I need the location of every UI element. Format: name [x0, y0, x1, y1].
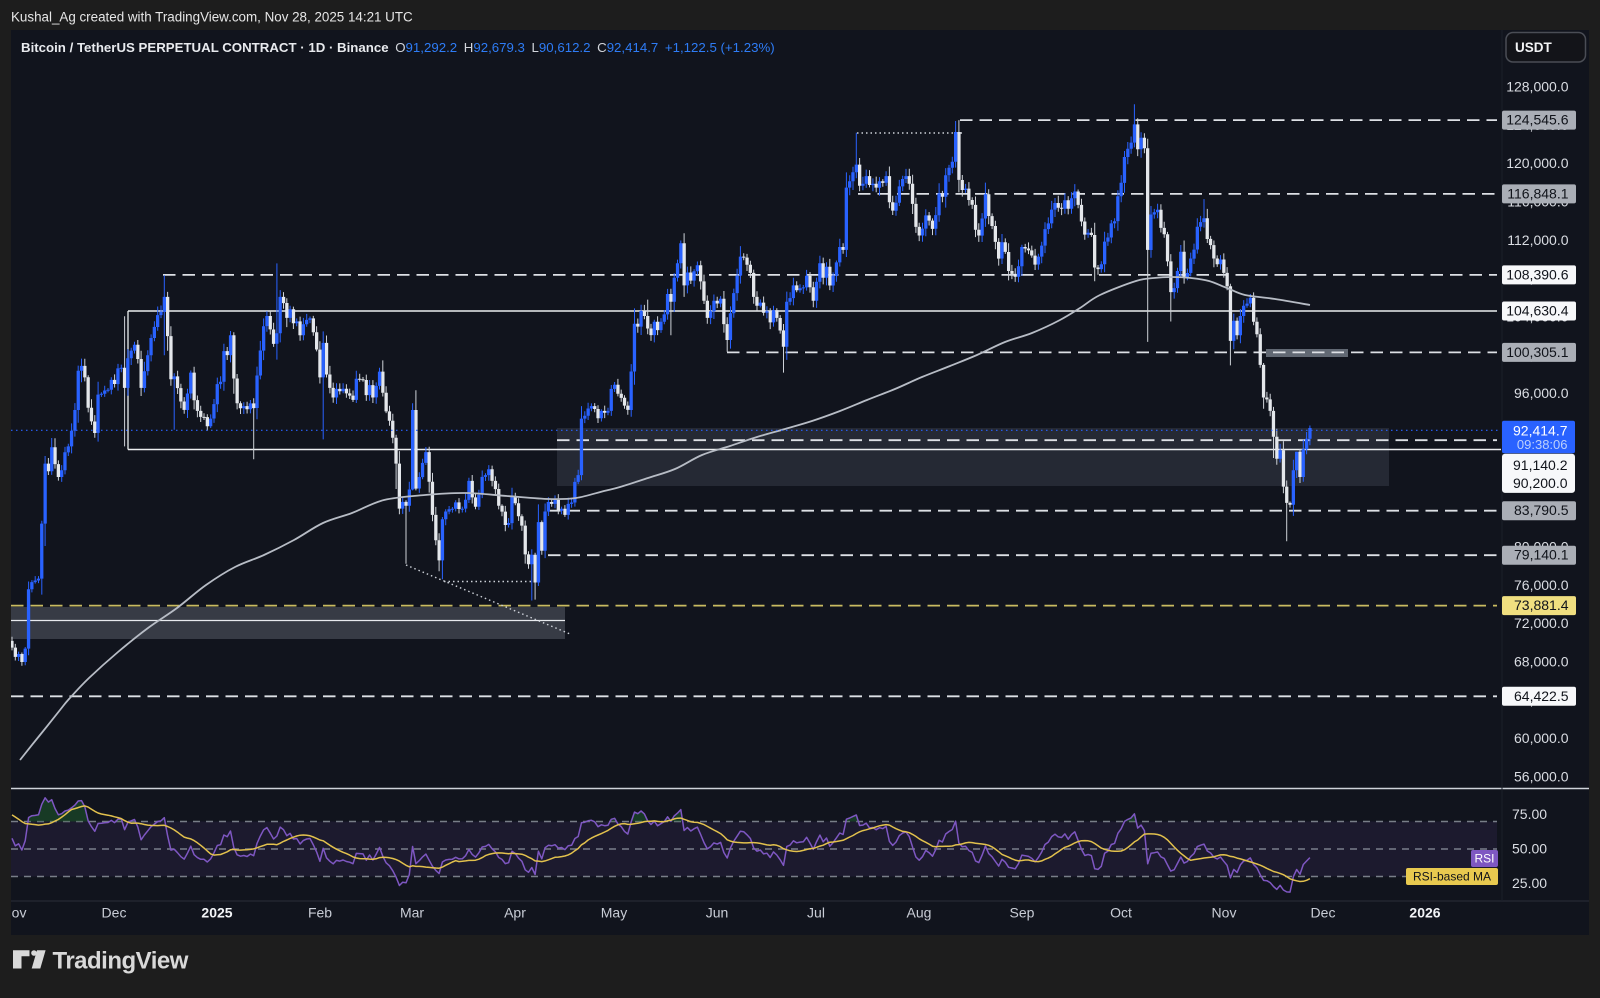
svg-text:92,414.7: 92,414.7	[1513, 422, 1568, 438]
svg-text:Apr: Apr	[504, 905, 526, 921]
svg-text:Dec: Dec	[1311, 905, 1336, 921]
svg-text:Aug: Aug	[907, 905, 932, 921]
svg-text:2025: 2025	[201, 905, 232, 921]
svg-text:72,000.0: 72,000.0	[1514, 615, 1569, 631]
svg-text:May: May	[601, 905, 627, 921]
svg-text:USDT: USDT	[1515, 40, 1553, 55]
svg-text:Jun: Jun	[706, 905, 729, 921]
svg-text:75.00: 75.00	[1512, 806, 1547, 822]
svg-text:104,630.4: 104,630.4	[1506, 303, 1568, 319]
svg-text:76,000.0: 76,000.0	[1514, 577, 1569, 593]
svg-text:83,790.5: 83,790.5	[1514, 502, 1569, 518]
svg-text:Jul: Jul	[807, 905, 825, 921]
svg-text:09:38:06: 09:38:06	[1517, 437, 1568, 452]
svg-text:TradingView: TradingView	[53, 948, 189, 975]
svg-text:124,545.6: 124,545.6	[1506, 112, 1568, 128]
svg-text:RSI: RSI	[1474, 852, 1494, 866]
svg-text:Mar: Mar	[400, 905, 424, 921]
svg-text:120,000.0: 120,000.0	[1506, 155, 1568, 171]
svg-text:56,000.0: 56,000.0	[1514, 769, 1569, 785]
svg-text:25.00: 25.00	[1512, 875, 1547, 891]
svg-text:116,848.1: 116,848.1	[1507, 185, 1568, 201]
svg-text:60,000.0: 60,000.0	[1514, 730, 1569, 746]
svg-text:128,000.0: 128,000.0	[1506, 79, 1568, 95]
svg-text:90,200.0: 90,200.0	[1513, 475, 1568, 491]
svg-text:Kushal_Ag created with Trading: Kushal_Ag created with TradingView.com, …	[11, 10, 413, 25]
svg-text:Nov: Nov	[1212, 905, 1237, 921]
svg-text:Dec: Dec	[102, 905, 127, 921]
svg-text:73,881.4: 73,881.4	[1514, 597, 1569, 613]
svg-text:112,000.0: 112,000.0	[1507, 232, 1568, 248]
svg-text:108,390.6: 108,390.6	[1506, 266, 1568, 282]
svg-text:100,305.1: 100,305.1	[1506, 344, 1568, 360]
svg-text:91,140.2: 91,140.2	[1513, 457, 1568, 473]
svg-text:68,000.0: 68,000.0	[1514, 654, 1569, 670]
svg-text:RSI-based MA: RSI-based MA	[1413, 870, 1491, 884]
svg-text:79,140.1: 79,140.1	[1514, 547, 1569, 563]
svg-text:Feb: Feb	[308, 905, 332, 921]
svg-text:64,422.5: 64,422.5	[1514, 688, 1569, 704]
svg-text:Oct: Oct	[1110, 905, 1132, 921]
svg-text:Bitcoin / TetherUS PERPETUAL C: Bitcoin / TetherUS PERPETUAL CONTRACT · …	[21, 40, 775, 55]
svg-text:50.00: 50.00	[1512, 841, 1547, 857]
svg-text:Sep: Sep	[1010, 905, 1035, 921]
svg-text:2026: 2026	[1409, 905, 1440, 921]
svg-text:96,000.0: 96,000.0	[1514, 385, 1569, 401]
